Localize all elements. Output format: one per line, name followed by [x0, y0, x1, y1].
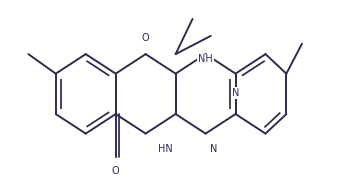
Text: N: N — [210, 144, 217, 154]
Text: O: O — [142, 33, 149, 43]
Text: HN: HN — [158, 144, 173, 154]
Text: N: N — [232, 88, 239, 98]
Text: NH: NH — [198, 54, 213, 64]
Text: O: O — [112, 166, 119, 176]
